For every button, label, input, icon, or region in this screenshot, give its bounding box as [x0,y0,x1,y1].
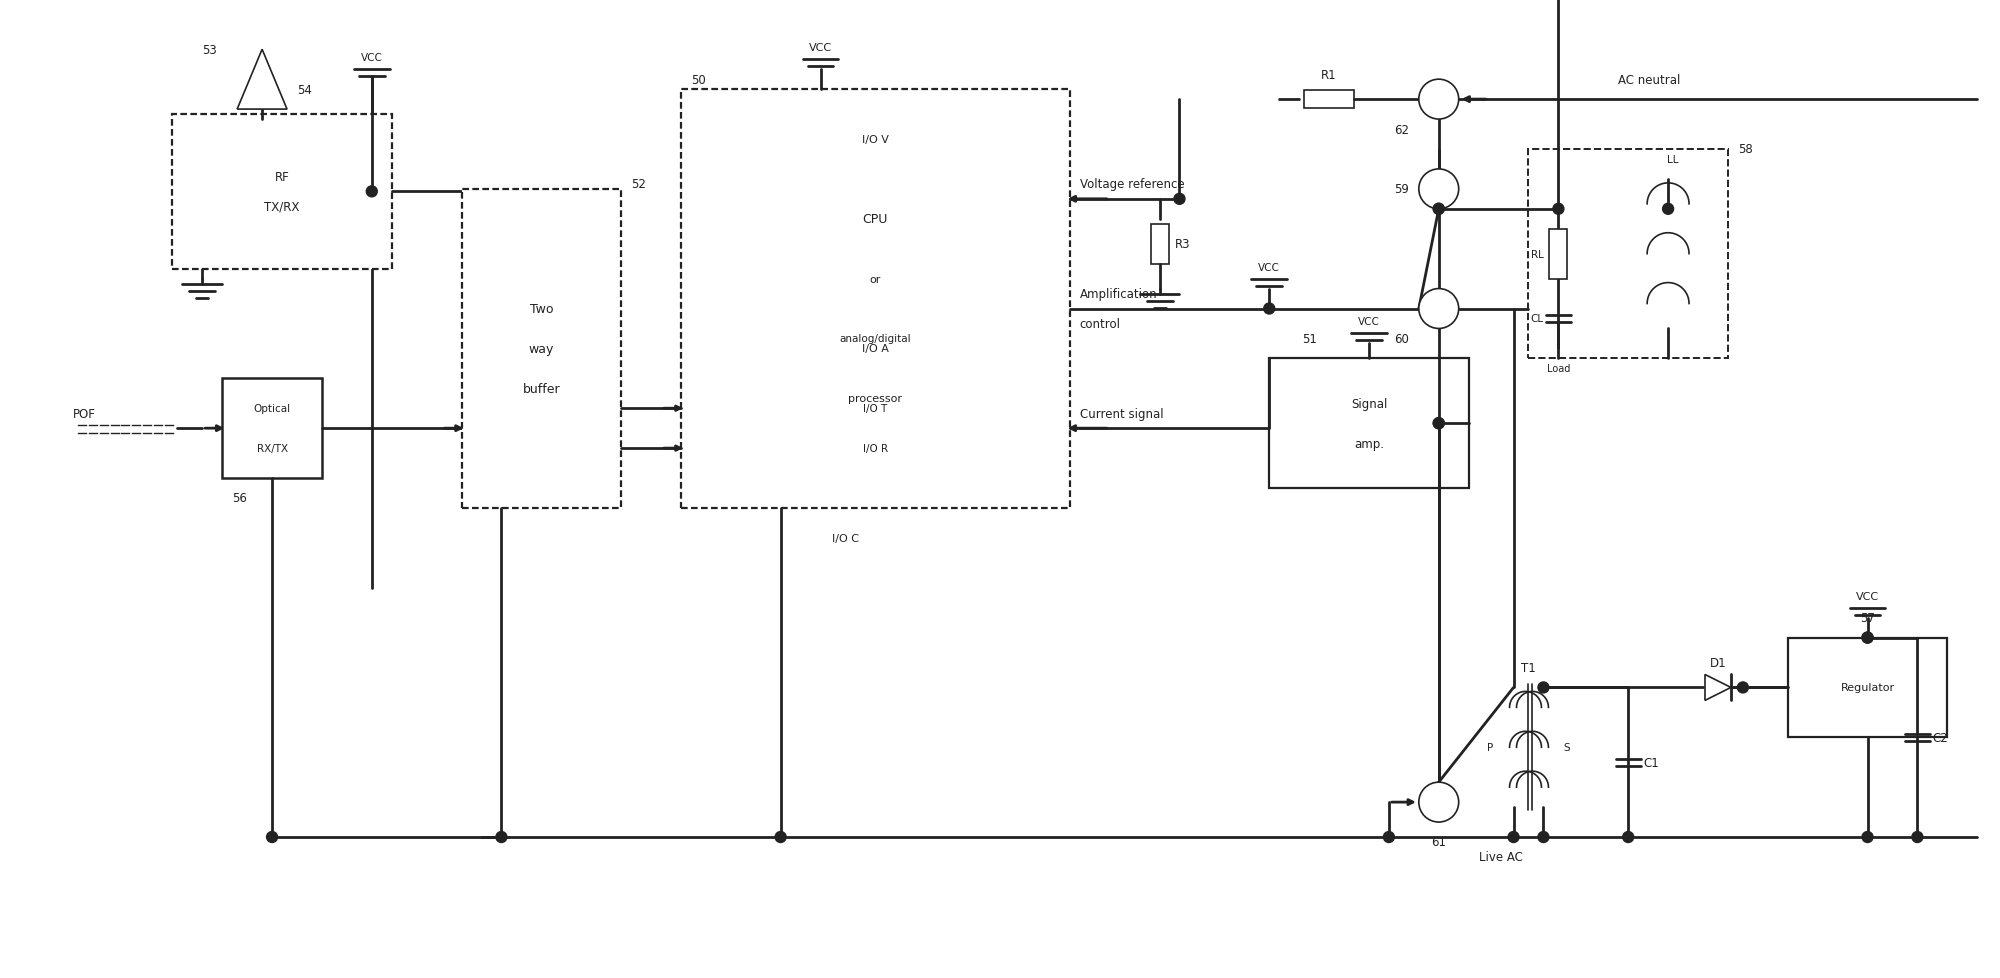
Text: I/O V: I/O V [862,135,888,145]
Text: control: control [1080,318,1120,331]
Text: RL: RL [1530,249,1544,259]
Bar [1150,225,1168,264]
Circle shape [1434,419,1444,429]
Text: I/O C: I/O C [832,533,858,544]
Text: LL: LL [1668,155,1678,164]
Bar [1528,150,1728,359]
Circle shape [1264,304,1274,315]
Text: 59: 59 [1394,183,1408,197]
Bar [172,115,392,269]
Text: Two: Two [530,303,554,316]
Text: C2: C2 [1932,731,1948,744]
Text: 54: 54 [298,83,312,97]
Text: P: P [1488,742,1494,752]
Text: or: or [870,274,882,285]
Circle shape [1418,80,1458,120]
Text: processor: processor [848,394,902,404]
Text: C1: C1 [1644,756,1658,769]
Text: buffer: buffer [522,382,560,395]
Text: Amplification: Amplification [1080,288,1158,301]
Text: RX/TX: RX/TX [256,444,288,454]
Text: VCC: VCC [1258,262,1280,272]
Circle shape [1662,204,1674,215]
Bar [1788,638,1948,737]
Polygon shape [238,50,288,110]
Text: 60: 60 [1394,333,1408,345]
Bar [680,90,1070,509]
Text: VCC: VCC [1856,591,1880,601]
Text: Load: Load [1546,364,1570,374]
Bar [462,190,622,509]
Circle shape [1418,782,1458,822]
Text: 51: 51 [1302,333,1316,345]
Circle shape [1862,633,1874,644]
Circle shape [1538,683,1548,693]
Text: 58: 58 [1738,144,1752,156]
Circle shape [776,831,786,843]
Text: way: way [528,342,554,356]
Circle shape [1418,170,1458,209]
Circle shape [1434,204,1444,215]
Text: Live AC: Live AC [1478,851,1522,864]
Circle shape [1434,419,1444,429]
Text: 53: 53 [202,44,218,57]
Circle shape [1384,831,1394,843]
Text: analog/digital: analog/digital [840,334,912,344]
Text: Current signal: Current signal [1080,407,1164,421]
Text: I/O T: I/O T [864,404,888,414]
Text: VCC: VCC [1358,317,1380,327]
Text: AC neutral: AC neutral [1618,73,1680,87]
Circle shape [1538,831,1548,843]
Text: 61: 61 [1432,835,1446,849]
Text: Regulator: Regulator [1840,683,1894,692]
Circle shape [1912,831,1922,843]
Polygon shape [1704,675,1730,700]
Text: 62: 62 [1394,123,1408,136]
Text: CL: CL [1530,314,1544,324]
Circle shape [1862,633,1874,644]
Circle shape [1508,831,1520,843]
Bar [222,378,322,478]
Text: 50: 50 [690,73,706,87]
Text: Optical: Optical [254,404,290,414]
Text: Signal: Signal [1350,397,1388,411]
Circle shape [1418,289,1458,330]
Bar [1550,230,1568,280]
Circle shape [1174,195,1184,205]
Text: 56: 56 [232,492,248,505]
Text: TX/RX: TX/RX [264,200,300,213]
Text: 57: 57 [1860,611,1874,625]
Text: S: S [1564,742,1570,752]
Text: VCC: VCC [360,53,382,64]
Text: R1: R1 [1322,68,1336,81]
Circle shape [496,831,506,843]
Text: CPU: CPU [862,213,888,226]
Text: Voltage reference: Voltage reference [1080,178,1184,191]
Circle shape [266,831,278,843]
Text: I/O A: I/O A [862,344,888,354]
Circle shape [366,187,378,198]
Circle shape [1738,683,1748,693]
Text: I/O R: I/O R [862,444,888,454]
Text: amp.: amp. [1354,437,1384,450]
Text: 52: 52 [632,178,646,191]
Text: VCC: VCC [808,43,832,53]
Circle shape [1622,831,1634,843]
Circle shape [1862,831,1874,843]
Text: POF: POF [72,407,96,421]
Text: R3: R3 [1174,238,1190,251]
Bar [1304,91,1354,109]
Circle shape [1434,204,1444,215]
Text: RF: RF [274,171,290,184]
Circle shape [1552,204,1564,215]
Bar [1270,359,1468,488]
Text: D1: D1 [1710,656,1726,669]
Text: T1: T1 [1522,661,1536,674]
